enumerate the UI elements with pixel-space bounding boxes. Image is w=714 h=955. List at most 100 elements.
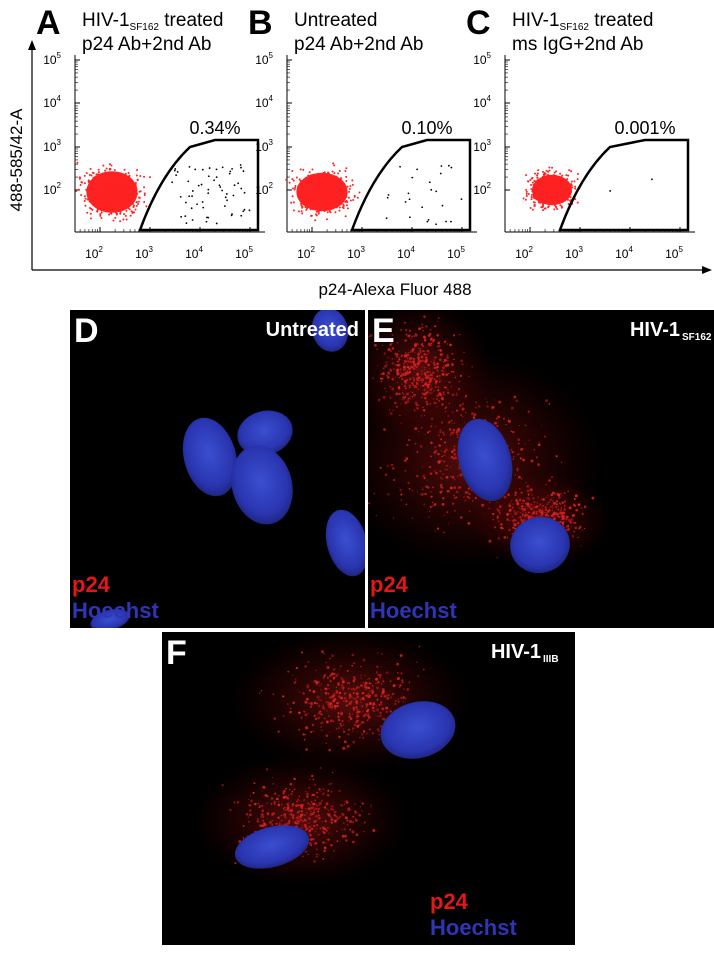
p24-signal: [516, 470, 519, 472]
event: [551, 166, 554, 169]
event: [316, 185, 319, 188]
p24-signal: [441, 455, 443, 458]
p24-signal: [534, 509, 536, 511]
p24-signal: [445, 448, 448, 451]
gated-event: [430, 188, 433, 191]
event: [299, 191, 302, 194]
p24-signal: [330, 805, 333, 808]
p24-signal: [375, 682, 377, 684]
event: [121, 192, 124, 195]
p24-signal: [381, 344, 383, 347]
p24-signal: [379, 711, 382, 715]
p24-signal: [317, 716, 321, 720]
event: [125, 205, 128, 208]
event: [340, 186, 343, 189]
p24-signal: [381, 707, 385, 711]
event: [313, 188, 316, 191]
p24-signal: [396, 342, 399, 344]
p24-signal: [303, 818, 307, 822]
p24-signal: [323, 831, 326, 835]
p24-signal: [433, 469, 437, 472]
event: [143, 201, 146, 204]
p24-signal: [325, 687, 328, 691]
event: [88, 173, 91, 176]
y-axis-title: 488-585/42-A: [7, 108, 26, 212]
event: [534, 187, 537, 190]
event: [320, 180, 323, 183]
event: [301, 205, 304, 208]
p24-signal: [394, 699, 397, 702]
p24-signal: [555, 506, 558, 509]
gated-event: [184, 201, 187, 204]
image-content: [368, 310, 612, 574]
p24-signal: [494, 526, 497, 529]
p24-signal: [467, 487, 471, 490]
event: [121, 199, 124, 202]
event: [101, 189, 104, 192]
p24-signal: [423, 393, 426, 396]
p24-signal: [411, 517, 414, 520]
p24-signal: [568, 506, 572, 510]
p24-signal: [306, 684, 310, 688]
event: [317, 212, 320, 215]
p24-signal: [401, 383, 403, 385]
p24-signal: [402, 696, 405, 699]
p24-signal: [322, 858, 325, 860]
event: [143, 175, 146, 178]
p24-signal: [355, 705, 358, 709]
p24-signal: [306, 792, 309, 796]
event: [342, 204, 345, 207]
p24-signal: [423, 388, 427, 392]
p24-signal: [522, 510, 524, 513]
event: [143, 193, 146, 196]
p24-signal: [421, 359, 425, 363]
p24-signal: [318, 788, 321, 791]
p24-signal: [354, 810, 356, 812]
p24-signal: [299, 805, 303, 809]
p24-signal: [372, 704, 375, 707]
p24-signal: [325, 673, 327, 675]
p24-signal: [376, 728, 380, 731]
p24-signal: [515, 399, 519, 402]
event: [318, 182, 321, 185]
p24-signal: [306, 812, 308, 814]
p24-signal: [445, 475, 449, 479]
p24-signal: [313, 680, 317, 683]
p24-signal: [340, 804, 342, 806]
event: [291, 187, 294, 190]
event: [293, 188, 296, 191]
event: [533, 205, 536, 208]
p24-signal: [426, 403, 429, 406]
event: [109, 200, 112, 203]
p24-signal: [414, 362, 417, 366]
event: [568, 169, 571, 172]
p24-signal: [562, 520, 565, 523]
event: [93, 197, 96, 200]
p24-signal: [443, 450, 447, 453]
event: [545, 192, 548, 195]
p24-signal: [287, 810, 289, 812]
p24-signal: [352, 821, 355, 824]
event: [550, 177, 553, 180]
event: [297, 196, 300, 199]
event: [533, 191, 536, 194]
y-tick-label: 105: [473, 51, 491, 67]
p24-signal: [304, 829, 307, 831]
event: [124, 214, 127, 217]
p24-signal: [406, 372, 409, 375]
gated-event: [205, 220, 208, 223]
event: [525, 188, 528, 191]
p24-signal: [352, 840, 355, 844]
p24-signal: [329, 680, 332, 683]
p24-signal: [358, 813, 361, 817]
p24-signal: [331, 672, 334, 676]
event: [566, 196, 569, 199]
p24-signal: [408, 361, 410, 363]
p24-signal: [288, 819, 291, 822]
p24-signal: [355, 687, 358, 689]
event: [564, 181, 567, 184]
p24-signal: [375, 677, 379, 681]
event: [564, 195, 567, 198]
p24-signal: [354, 817, 357, 820]
p24-signal: [282, 715, 285, 717]
